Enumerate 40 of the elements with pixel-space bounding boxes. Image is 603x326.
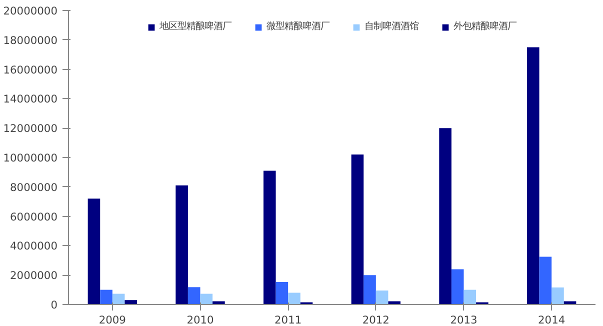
x-tick-label: 2013 xyxy=(450,314,478,326)
bar xyxy=(188,287,200,304)
bar xyxy=(364,275,376,304)
legend-label: 微型精酿啤酒厂 xyxy=(266,20,330,33)
bar xyxy=(351,154,364,304)
y-tick-label: 16000000 xyxy=(3,63,58,76)
bar xyxy=(100,290,112,304)
bar xyxy=(124,300,138,304)
bar xyxy=(176,185,188,304)
bar xyxy=(263,170,276,304)
bar xyxy=(464,290,476,304)
legend-label: 外包精酿啤酒厂 xyxy=(454,20,516,33)
y-tick-label: 6000000 xyxy=(10,210,58,224)
bar xyxy=(288,292,300,304)
x-tick-label: 2010 xyxy=(186,314,214,326)
bar xyxy=(276,282,288,304)
bar xyxy=(451,269,464,304)
x-tick-label: 2012 xyxy=(362,314,390,326)
bar xyxy=(526,47,540,304)
y-tick-label: 18000000 xyxy=(3,34,58,47)
y-tick-label: 10000000 xyxy=(3,152,58,164)
y-tick-label: 0 xyxy=(50,298,58,312)
y-tick-label: 14000000 xyxy=(3,92,58,106)
y-tick-label: 2000000 xyxy=(10,269,58,282)
y-tick-label: 20000000 xyxy=(3,4,58,18)
bar xyxy=(552,287,564,304)
bar xyxy=(376,290,388,304)
x-tick-label: 2014 xyxy=(538,314,566,326)
bar xyxy=(112,294,125,304)
bar xyxy=(539,256,552,304)
bar xyxy=(88,198,100,304)
y-tick-label: 8000000 xyxy=(10,180,58,194)
x-tick-label: 2009 xyxy=(98,314,126,326)
x-tick-label: 2011 xyxy=(274,314,302,326)
legend-label: 地区型精酿啤酒厂 xyxy=(160,20,232,33)
y-tick-label: 12000000 xyxy=(3,122,58,136)
bar xyxy=(200,294,213,304)
bar xyxy=(439,128,452,304)
y-tick-label: 4000000 xyxy=(10,240,58,253)
legend-label: 自制啤酒酒馆 xyxy=(364,20,418,33)
